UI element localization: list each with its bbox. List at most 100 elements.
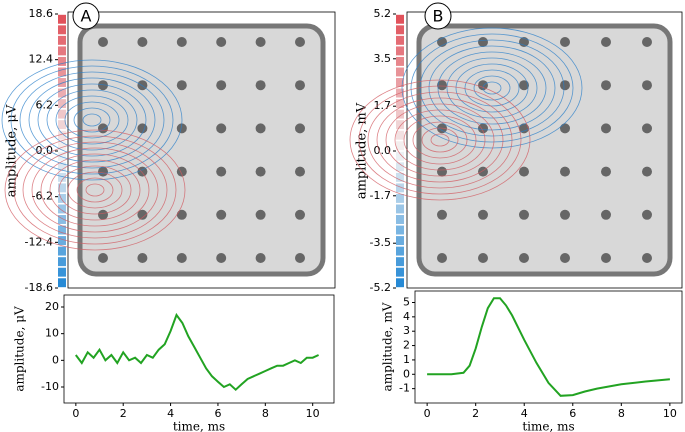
electrode (216, 209, 227, 220)
colorbar-segment (58, 246, 66, 256)
electrode (437, 166, 447, 177)
colorbar-tick-label: -3.5 (370, 236, 391, 249)
electrode (478, 123, 488, 134)
contour-line (358, 85, 522, 195)
electrode (601, 253, 611, 263)
colorbar-segment (396, 56, 404, 66)
colorbar-segment (396, 67, 404, 77)
electrode (519, 37, 529, 47)
colorbar-segment (58, 25, 66, 35)
electrode (216, 37, 227, 47)
trace (427, 297, 670, 397)
x-axis-label: time, ms (522, 420, 574, 432)
colorbar-segment (396, 25, 404, 35)
electrode (642, 209, 652, 220)
electrode (216, 253, 227, 263)
contour-line (401, 27, 583, 149)
colorbar-tick-label: 5.2 (374, 7, 392, 20)
colorbar-segment (58, 56, 66, 66)
electrode (642, 253, 652, 263)
electrode (437, 209, 447, 220)
colorbar-segment (58, 183, 66, 193)
electrode (137, 209, 148, 220)
panel-label: A (81, 7, 92, 26)
electrode (176, 123, 187, 134)
colorbar-tick-label: 6.2 (36, 98, 54, 111)
colorbar-segment (58, 46, 66, 56)
contour-line (455, 63, 529, 113)
y-tick-label: -1 (399, 382, 410, 395)
electrode (478, 209, 488, 220)
colorbar-tick-label: -18.6 (25, 281, 53, 294)
contour-line (22, 141, 168, 239)
electrode (601, 123, 611, 134)
colorbar-segment (58, 267, 66, 277)
electrode (519, 253, 529, 263)
electrode (176, 253, 187, 263)
colorbar-segment (58, 99, 66, 109)
electrode (176, 209, 187, 220)
colorbar-segment (396, 278, 404, 288)
x-tick-label: 6 (569, 407, 576, 420)
colorbar-segment (396, 14, 404, 24)
electrode (601, 80, 611, 91)
contour-line (73, 107, 111, 133)
contour-line (13, 135, 177, 245)
contour-line (385, 103, 495, 177)
colorbar-tick-label: 3.5 (374, 52, 392, 65)
y-tick-label: 0 (403, 367, 410, 380)
electrode (560, 209, 570, 220)
electrode (137, 166, 148, 177)
colorbar-tick-label: 1.7 (374, 99, 392, 112)
colorbar-segment (58, 67, 66, 77)
colorbar-segment (396, 99, 404, 109)
colorbar-segment (396, 183, 404, 193)
colorbar-segment (396, 267, 404, 277)
electrode (176, 37, 187, 47)
contour-line (367, 91, 513, 189)
contour-line (394, 109, 486, 171)
colorbar-segment (58, 88, 66, 98)
electrode (216, 123, 227, 134)
colorbar-segment (396, 257, 404, 267)
contour-line (349, 79, 531, 201)
colorbar-segment (58, 278, 66, 288)
x-tick-label: 4 (521, 407, 528, 420)
colorbar-segment (396, 35, 404, 45)
electrode-map (349, 11, 683, 289)
colorbar-segment (58, 35, 66, 45)
y-tick-label: 20 (45, 300, 59, 313)
colorbar-segment (396, 204, 404, 214)
colorbar-segment (58, 141, 66, 151)
contour-line (76, 177, 114, 203)
x-tick-label: 10 (306, 407, 320, 420)
colorbar-segment (396, 46, 404, 56)
electrode (255, 80, 266, 91)
y-tick-label: 10 (45, 327, 59, 340)
electrode (255, 166, 266, 177)
electrode (560, 123, 570, 134)
colorbar-segment (58, 78, 66, 87)
contour-line (55, 95, 129, 145)
electrode (137, 80, 148, 91)
contour-line (31, 147, 159, 233)
electrode (560, 80, 570, 91)
colorbar-segment (58, 14, 66, 24)
colorbar-segment (58, 172, 66, 182)
colorbar-segment (58, 109, 66, 119)
electrode (295, 209, 305, 220)
x-axis-label: time, ms (173, 420, 225, 432)
electrode (642, 123, 652, 134)
electrode (601, 37, 611, 47)
x-tick-label: 4 (167, 407, 174, 420)
electrode (295, 37, 305, 47)
colorbar-tick-label: 0.0 (36, 144, 54, 157)
electrode (216, 166, 227, 177)
colorbar-tick-label: -1.7 (370, 189, 391, 202)
y-tick-label: 1 (403, 353, 410, 366)
electrode (519, 80, 529, 91)
electrode (437, 253, 447, 263)
electrode (519, 166, 529, 177)
contour-line (403, 115, 477, 165)
